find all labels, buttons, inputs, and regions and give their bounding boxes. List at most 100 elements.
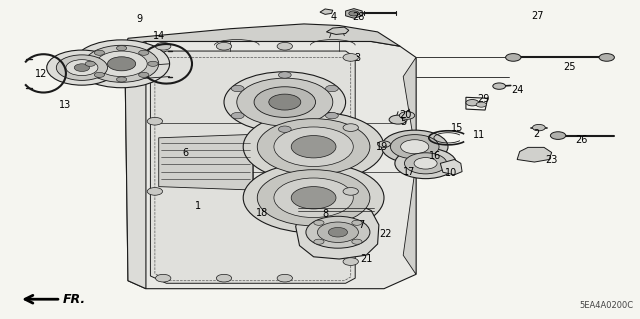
Text: 11: 11 [472, 130, 485, 140]
Text: 14: 14 [152, 31, 165, 41]
Text: 24: 24 [511, 85, 524, 95]
Ellipse shape [156, 42, 171, 50]
Ellipse shape [66, 60, 98, 76]
Text: 18: 18 [256, 208, 269, 218]
Text: 17: 17 [403, 167, 416, 177]
Ellipse shape [94, 72, 104, 78]
Polygon shape [125, 41, 146, 289]
Polygon shape [320, 9, 333, 14]
Ellipse shape [257, 170, 370, 226]
Ellipse shape [257, 119, 370, 175]
Ellipse shape [254, 87, 316, 117]
Polygon shape [150, 51, 355, 283]
Ellipse shape [352, 220, 362, 225]
Ellipse shape [147, 188, 163, 195]
Ellipse shape [493, 83, 506, 89]
Ellipse shape [84, 45, 159, 82]
Ellipse shape [395, 148, 456, 179]
Polygon shape [125, 41, 416, 289]
Polygon shape [326, 27, 349, 34]
Text: 25: 25 [563, 62, 576, 72]
Ellipse shape [278, 126, 291, 132]
Ellipse shape [317, 222, 358, 242]
Ellipse shape [599, 54, 614, 61]
Ellipse shape [74, 64, 90, 71]
Text: 8: 8 [322, 209, 328, 219]
Ellipse shape [326, 85, 339, 92]
Text: 3: 3 [354, 53, 360, 63]
Ellipse shape [231, 85, 244, 92]
Ellipse shape [237, 78, 333, 126]
Ellipse shape [291, 136, 336, 158]
Text: 1: 1 [195, 201, 202, 211]
Ellipse shape [343, 54, 358, 61]
Ellipse shape [224, 72, 346, 132]
Text: 13: 13 [59, 100, 72, 110]
Polygon shape [159, 135, 253, 190]
Ellipse shape [532, 124, 545, 131]
Ellipse shape [389, 115, 407, 124]
Ellipse shape [326, 113, 339, 119]
Ellipse shape [401, 140, 429, 154]
Ellipse shape [47, 50, 117, 85]
Text: 4: 4 [331, 11, 337, 22]
Text: 9: 9 [136, 14, 143, 24]
Text: 21: 21 [360, 254, 373, 264]
Ellipse shape [156, 274, 171, 282]
Text: 20: 20 [399, 110, 412, 121]
Ellipse shape [56, 55, 108, 80]
Ellipse shape [274, 178, 353, 218]
Ellipse shape [116, 46, 127, 51]
Ellipse shape [466, 100, 479, 106]
Polygon shape [440, 160, 462, 175]
Text: 22: 22 [379, 228, 392, 239]
Text: 19: 19 [376, 142, 388, 152]
Ellipse shape [277, 274, 292, 282]
Text: 29: 29 [477, 94, 490, 104]
Ellipse shape [243, 112, 384, 182]
Ellipse shape [291, 187, 336, 209]
Ellipse shape [343, 188, 358, 195]
Ellipse shape [506, 54, 521, 61]
Text: 16: 16 [429, 151, 442, 161]
Ellipse shape [352, 239, 362, 244]
Ellipse shape [343, 124, 358, 131]
Ellipse shape [390, 135, 439, 159]
Ellipse shape [216, 274, 232, 282]
Polygon shape [296, 205, 379, 259]
Ellipse shape [147, 117, 163, 125]
Ellipse shape [96, 51, 147, 77]
Ellipse shape [231, 113, 244, 119]
Ellipse shape [243, 163, 384, 233]
Ellipse shape [343, 258, 358, 265]
Text: 26: 26 [575, 135, 588, 145]
Ellipse shape [314, 239, 324, 244]
Ellipse shape [306, 216, 370, 248]
Ellipse shape [94, 50, 104, 55]
Text: 27: 27 [531, 11, 544, 21]
Ellipse shape [314, 220, 324, 225]
Ellipse shape [278, 72, 291, 78]
Ellipse shape [277, 42, 292, 50]
Ellipse shape [74, 40, 170, 88]
Ellipse shape [349, 11, 359, 16]
Ellipse shape [328, 227, 348, 237]
Text: 23: 23 [545, 155, 558, 165]
Ellipse shape [116, 77, 127, 82]
Text: 10: 10 [445, 168, 458, 178]
Ellipse shape [404, 153, 447, 174]
Ellipse shape [85, 61, 95, 66]
Ellipse shape [399, 112, 415, 119]
Ellipse shape [414, 158, 437, 169]
Text: 7: 7 [358, 220, 365, 230]
Ellipse shape [476, 102, 486, 107]
Ellipse shape [216, 42, 232, 50]
Ellipse shape [274, 127, 353, 167]
Ellipse shape [139, 72, 149, 78]
Polygon shape [517, 147, 552, 162]
Polygon shape [403, 57, 416, 274]
Text: 15: 15 [451, 122, 463, 133]
Ellipse shape [148, 61, 158, 66]
Ellipse shape [139, 50, 149, 55]
Text: 12: 12 [35, 69, 48, 79]
